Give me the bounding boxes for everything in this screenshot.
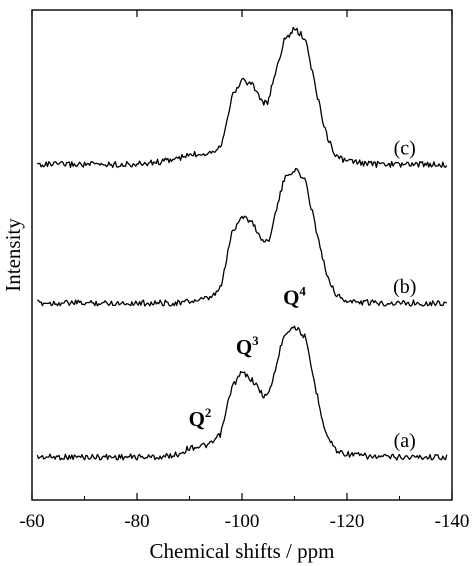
x-axis-ticks [31,10,453,500]
curve-labels: (a) (b) (c) [393,137,416,452]
spectrum-line [36,325,448,461]
y-axis-label: Intensity [1,218,25,292]
spectrum-line [37,167,448,307]
plot-area-border [31,9,453,501]
x-axis-tick-labels: -60 -80 -100 -120 -140 [19,511,469,532]
x-tick-label: -80 [124,511,149,532]
peak-label: Q2 [189,405,212,431]
x-tick-label: -60 [19,511,44,532]
peak-labels: Q2 Q3 Q4 [189,284,307,432]
peak-label: Q3 [236,333,259,359]
peak-label: Q4 [283,284,306,310]
x-tick-label: -140 [435,511,470,532]
curve-label: (c) [394,137,416,159]
spectrum-line [36,26,448,169]
x-tick-label: -100 [225,511,260,532]
spectrum-curves [36,26,448,461]
curve-label: (a) [394,430,416,452]
x-axis-label: Chemical shifts / ppm [150,539,335,563]
plot-frame [31,9,453,501]
curve-label: (b) [393,276,416,298]
x-tick-label: -120 [330,511,365,532]
